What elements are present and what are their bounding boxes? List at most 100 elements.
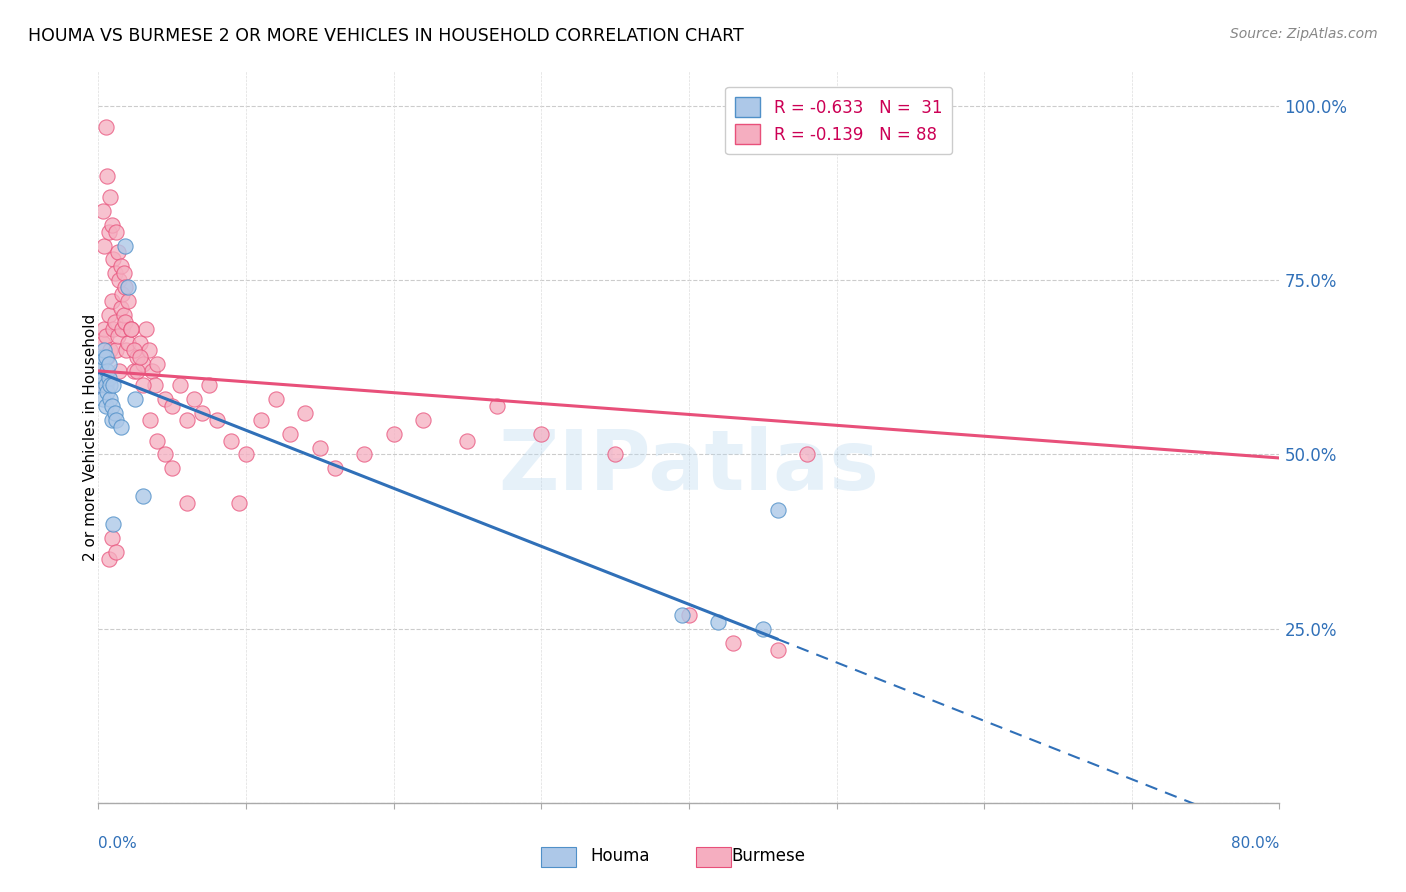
Point [122,364,145,378]
Point [93,343,115,357]
Point [97,225,120,239]
Point [90,377,112,392]
Point [93,371,115,385]
Point [100,294,122,309]
Text: Burmese: Burmese [731,847,806,865]
Point [100,412,122,426]
Point [191,406,214,420]
Point [91,203,114,218]
Point [97,357,120,371]
Point [110,301,132,316]
Point [294,406,316,420]
Point [766,642,789,657]
Point [128,350,150,364]
Point [93,238,115,252]
Point [108,364,131,378]
Point [280,426,302,441]
Point [93,322,115,336]
Point [110,260,132,274]
Point [117,336,139,351]
Point [766,503,789,517]
Point [100,218,122,232]
Point [104,406,127,420]
Point [309,441,332,455]
Text: 0.0%: 0.0% [98,836,138,851]
Point [89,364,111,378]
Point [162,399,183,413]
Point [100,531,122,545]
Point [100,399,122,413]
Y-axis label: 2 or more Vehicles in Household: 2 or more Vehicles in Household [83,313,97,561]
Text: Source: ZipAtlas.com: Source: ZipAtlas.com [1230,27,1378,41]
Text: ZIPatlas: ZIPatlas [499,425,879,507]
Text: Houma: Houma [591,847,650,865]
Point [115,343,138,357]
Point [132,377,155,392]
Point [94,329,117,343]
Point [176,412,198,426]
Point [91,336,114,351]
Point [114,238,136,252]
Point [139,412,162,426]
Point [94,120,117,134]
Point [796,448,818,462]
Point [111,287,134,301]
Point [138,343,160,357]
Point [108,273,131,287]
Point [457,434,479,448]
Point [264,392,287,406]
Point [250,412,273,426]
Point [94,377,117,392]
Point [120,322,142,336]
Point [221,434,243,448]
Point [162,461,183,475]
Legend: R = -0.633   N =  31, R = -0.139   N = 88: R = -0.633 N = 31, R = -0.139 N = 88 [725,87,952,154]
Point [98,343,121,357]
Text: 80.0%: 80.0% [1232,836,1279,851]
Point [723,635,745,649]
Point [132,357,155,371]
Point [353,448,375,462]
Point [141,364,163,378]
Point [128,336,150,351]
Point [323,461,346,475]
Point [183,392,205,406]
Point [91,350,114,364]
Point [752,622,775,636]
Point [103,252,125,267]
Text: HOUMA VS BURMESE 2 OR MORE VEHICLES IN HOUSEHOLD CORRELATION CHART: HOUMA VS BURMESE 2 OR MORE VEHICLES IN H… [28,27,744,45]
Point [153,392,176,406]
Point [678,607,700,622]
Point [89,377,111,392]
Point [97,371,120,385]
Point [228,496,250,510]
Point [107,245,129,260]
Point [146,434,169,448]
Point [120,322,142,336]
Point [146,357,169,371]
Point [98,377,121,392]
Point [97,308,120,322]
Point [412,412,434,426]
Point [112,308,135,322]
Point [96,364,118,378]
Point [104,315,127,329]
Point [105,545,128,559]
Point [90,357,112,371]
Point [90,357,112,371]
Point [94,350,117,364]
Point [110,419,132,434]
Point [98,392,121,406]
Point [382,426,405,441]
Point [198,377,221,392]
Point [114,315,136,329]
Point [111,322,134,336]
Point [132,489,155,503]
Point [605,448,627,462]
Point [117,280,139,294]
Point [114,280,136,294]
Point [117,294,139,309]
Point [94,399,117,413]
Point [98,190,121,204]
Point [143,377,166,392]
